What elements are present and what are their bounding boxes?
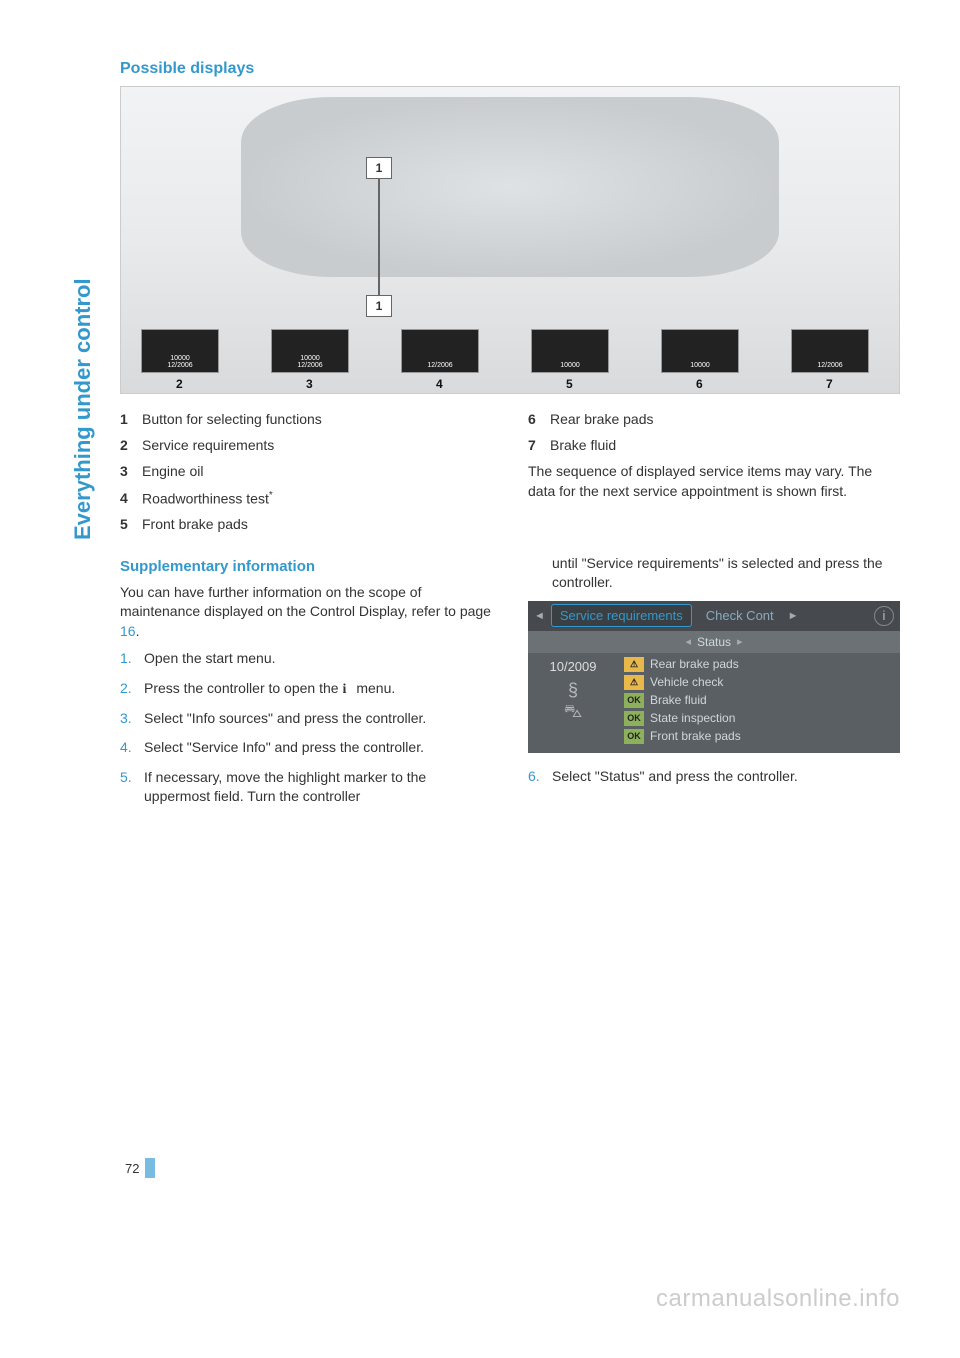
- heading-supplementary: Supplementary information: [120, 558, 492, 575]
- legend-list-left: 1Button for selecting functions 2Service…: [120, 410, 492, 534]
- figure-label-1-down: 1: [366, 295, 392, 317]
- legend-item: 3Engine oil: [120, 462, 492, 480]
- step-5-continuation: until "Service requirements" is selected…: [528, 554, 900, 593]
- ss-row: OKFront brake pads: [624, 729, 894, 744]
- legend-list-right: 6Rear brake pads 7Brake fluid: [528, 410, 900, 454]
- legend-item: 4Roadworthiness test*: [120, 489, 492, 508]
- step-item: 2.Press the controller to open the i men…: [120, 679, 492, 699]
- mini-display-2: 1000012/2006: [141, 329, 219, 373]
- watermark: carmanualsonline.info: [656, 1285, 900, 1313]
- step-item: 1.Open the start menu.: [120, 649, 492, 669]
- figure-dashboard: 1 1 1000012/2006 1000012/2006 12/2006 10…: [120, 86, 900, 394]
- ss-status-label: Status: [697, 635, 731, 649]
- ss-tab-service-requirements: Service requirements: [551, 604, 692, 627]
- mini-display-3: 1000012/2006: [271, 329, 349, 373]
- ss-badge-ok-icon: OK: [624, 729, 644, 744]
- sidebar-title: Everything under control: [70, 278, 96, 540]
- legend-item: 2Service requirements: [120, 436, 492, 454]
- mini-display-6: 10000: [661, 329, 739, 373]
- page-number: 72: [125, 1158, 155, 1178]
- mini-display-5: 10000: [531, 329, 609, 373]
- fig-num-7: 7: [826, 377, 833, 391]
- page-link-16[interactable]: 16: [120, 623, 136, 639]
- info-icon: i: [342, 680, 352, 694]
- ss-row: OKBrake fluid: [624, 693, 894, 708]
- step-item: 3.Select "Info sources" and press the co…: [120, 709, 492, 729]
- supplementary-intro: You can have further information on the …: [120, 583, 492, 642]
- ss-badge-ok-icon: OK: [624, 711, 644, 726]
- ss-status-left-icon: ◂: [685, 635, 691, 648]
- fig-num-5: 5: [566, 377, 573, 391]
- right-paragraph: The sequence of displayed service items …: [528, 462, 900, 501]
- page-number-bar: [145, 1158, 155, 1178]
- ss-row: OKState inspection: [624, 711, 894, 726]
- fig-num-2: 2: [176, 377, 183, 391]
- fig-num-4: 4: [436, 377, 443, 391]
- legend-item: 6Rear brake pads: [528, 410, 900, 428]
- fig-num-6: 6: [696, 377, 703, 391]
- ss-row: ⚠Vehicle check: [624, 675, 894, 690]
- ss-nav-right-icon: ►: [788, 610, 799, 622]
- legend-item: 7Brake fluid: [528, 436, 900, 454]
- figure-arrow: 1 1: [366, 157, 396, 317]
- legend-item: 1Button for selecting functions: [120, 410, 492, 428]
- ss-info-icon: i: [874, 606, 894, 626]
- steps-list-left: 1.Open the start menu. 2.Press the contr…: [120, 649, 492, 807]
- ss-badge-warn-icon: ⚠: [624, 657, 644, 672]
- ss-car-icon: ⛍: [534, 701, 612, 725]
- steps-list-right: 6.Select "Status" and press the controll…: [528, 767, 900, 787]
- ss-row: ⚠Rear brake pads: [624, 657, 894, 672]
- mini-display-7: 12/2006: [791, 329, 869, 373]
- heading-possible-displays: Possible displays: [120, 60, 900, 78]
- ss-section-glyph-icon: §: [534, 680, 612, 701]
- mini-display-4: 12/2006: [401, 329, 479, 373]
- control-display-screenshot: ◄ Service requirements Check Cont ► i ◂ …: [528, 601, 900, 753]
- step-item: 6.Select "Status" and press the controll…: [528, 767, 900, 787]
- ss-status-rows: ⚠Rear brake pads ⚠Vehicle check OKBrake …: [618, 653, 900, 753]
- legend-item: 5Front brake pads: [120, 515, 492, 533]
- ss-status-right-icon: ▸: [737, 635, 743, 648]
- ss-badge-warn-icon: ⚠: [624, 675, 644, 690]
- fig-num-3: 3: [306, 377, 313, 391]
- figure-label-1-up: 1: [366, 157, 392, 179]
- step-item: 5.If necessary, move the highlight marke…: [120, 768, 492, 807]
- step-item: 4.Select "Service Info" and press the co…: [120, 738, 492, 758]
- ss-date: 10/2009: [534, 659, 612, 674]
- ss-badge-ok-icon: OK: [624, 693, 644, 708]
- ss-tab-check-control: Check Cont: [698, 605, 782, 626]
- ss-nav-left-icon: ◄: [534, 610, 545, 622]
